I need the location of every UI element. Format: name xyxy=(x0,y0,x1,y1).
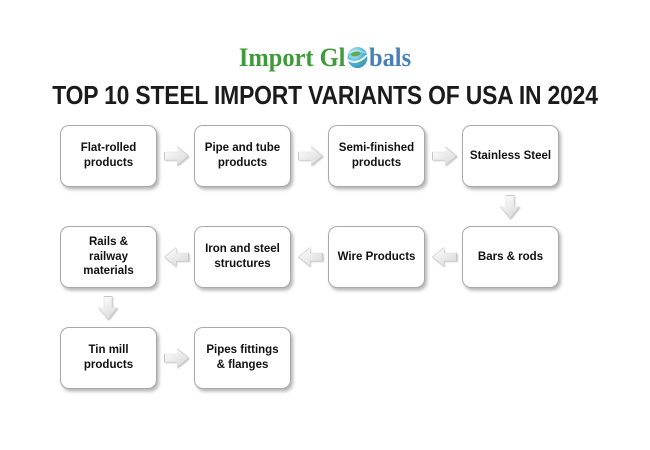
arrow-left-icon xyxy=(298,244,323,270)
arrow-right-icon xyxy=(164,143,189,169)
node-flat-rolled-products: Flat-rolled products xyxy=(60,125,157,187)
arrow-down-icon xyxy=(95,296,121,320)
globe-icon xyxy=(346,44,368,69)
node-label: Iron and steel structures xyxy=(205,243,280,270)
node-label: Semi-finished products xyxy=(338,142,415,169)
node-label: Flat-rolled products xyxy=(80,142,137,169)
logo-text-blue: bals xyxy=(368,43,412,72)
arrow-right-icon xyxy=(164,345,189,371)
node-label: Bars & rods xyxy=(477,250,544,263)
node-bars-and-rods: Bars & rods xyxy=(462,226,559,288)
arrow-down-icon xyxy=(497,195,523,219)
node-wire-products: Wire Products xyxy=(328,226,425,288)
node-tin-mill-products: Tin mill products xyxy=(60,327,157,389)
node-semi-finished-products: Semi-finished products xyxy=(328,125,425,187)
import-globals-logo: Import Gl bals xyxy=(20,41,631,75)
node-pipes-fittings-flanges: Pipes fittings & flanges xyxy=(194,327,291,389)
node-label: Tin mill products xyxy=(83,344,134,371)
node-label: Pipes fittings & flanges xyxy=(206,344,279,371)
logo-text-green: Import Gl xyxy=(238,43,346,72)
node-label: Stainless Steel xyxy=(469,149,552,162)
arrow-right-icon xyxy=(432,143,457,169)
node-pipe-and-tube-products: Pipe and tube products xyxy=(194,125,291,187)
node-label: Pipe and tube products xyxy=(204,142,281,169)
node-label: Wire Products xyxy=(337,250,416,263)
arrow-left-icon xyxy=(164,244,189,270)
arrow-left-icon xyxy=(432,244,457,270)
page-title: TOP 10 STEEL IMPORT VARIANTS OF USA IN 2… xyxy=(52,80,598,110)
node-iron-and-steel-structures: Iron and steel structures xyxy=(194,226,291,288)
arrow-right-icon xyxy=(298,143,323,169)
node-label: Rails & railway materials xyxy=(83,235,134,278)
node-stainless-steel: Stainless Steel xyxy=(462,125,559,187)
node-rails-railway-materials: Rails & railway materials xyxy=(60,226,157,288)
